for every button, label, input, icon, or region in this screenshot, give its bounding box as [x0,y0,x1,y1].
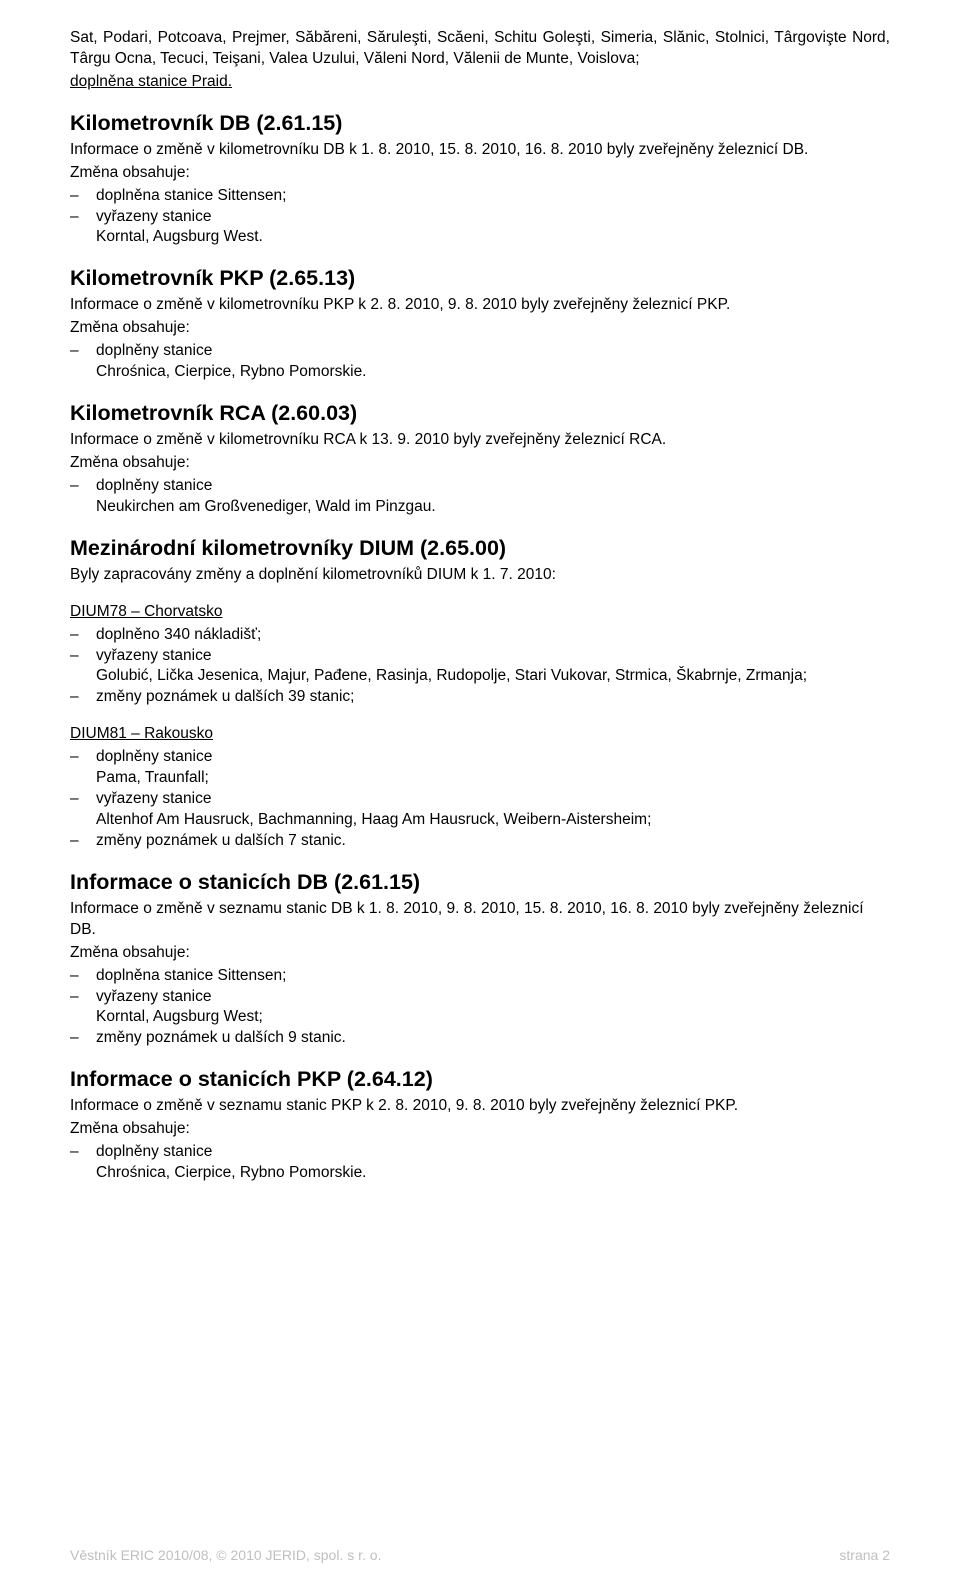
list-item: vyřazeny staniceKorntal, Augsburg West. [70,207,890,249]
item-list: doplněny staniceNeukirchen am Großvenedi… [70,476,890,518]
section-db-stanice: Informace o stanicích DB (2.61.15) Infor… [70,870,890,1049]
section-description: Informace o změně v seznamu stanic DB k … [70,899,890,941]
item-list: doplněny staniceChrośnica, Cierpice, Ryb… [70,1142,890,1184]
heading: Kilometrovník PKP (2.65.13) [70,266,890,291]
section-description: Informace o změně v seznamu stanic PKP k… [70,1096,890,1117]
heading: Kilometrovník DB (2.61.15) [70,111,890,136]
heading: Kilometrovník RCA (2.60.03) [70,401,890,426]
section-rca-kilometrovnik: Kilometrovník RCA (2.60.03) Informace o … [70,401,890,518]
list-item: doplněna stanice Sittensen; [70,966,890,987]
list-item: doplněny staniceNeukirchen am Großvenedi… [70,476,890,518]
zmena-label: Změna obsahuje: [70,453,890,474]
list-item: změny poznámek u dalších 9 stanic. [70,1028,890,1049]
item-list: doplněny staniceChrośnica, Cierpice, Ryb… [70,341,890,383]
list-item: doplněny stanicePama, Traunfall; [70,747,890,789]
item-list: doplněny stanicePama, Traunfall; vyřazen… [70,747,890,852]
list-item: doplněny staniceChrośnica, Cierpice, Ryb… [70,341,890,383]
section-description: Informace o změně v kilometrovníku PKP k… [70,295,890,316]
list-item: vyřazeny staniceGolubić, Lička Jesenica,… [70,646,890,688]
intro-paragraph-1: Sat, Podari, Potcoava, Prejmer, Săbăreni… [70,28,890,70]
intro-paragraph-2: doplněna stanice Praid. [70,72,890,93]
zmena-label: Změna obsahuje: [70,163,890,184]
section-pkp-stanice: Informace o stanicích PKP (2.64.12) Info… [70,1067,890,1184]
section-dium: Mezinárodní kilometrovníky DIUM (2.65.00… [70,536,890,852]
section-description: Byly zapracovány změny a doplnění kilome… [70,565,890,586]
list-item: doplněno 340 nákladišť; [70,625,890,646]
page-footer: Věstník ERIC 2010/08, © 2010 JERID, spol… [70,1547,890,1563]
footer-left: Věstník ERIC 2010/08, © 2010 JERID, spol… [70,1547,381,1563]
heading: Mezinárodní kilometrovníky DIUM (2.65.00… [70,536,890,561]
section-db-kilometrovnik: Kilometrovník DB (2.61.15) Informace o z… [70,111,890,249]
zmena-label: Změna obsahuje: [70,943,890,964]
section-pkp-kilometrovnik: Kilometrovník PKP (2.65.13) Informace o … [70,266,890,383]
spacer [70,710,890,724]
heading: Informace o stanicích PKP (2.64.12) [70,1067,890,1092]
list-item: změny poznámek u dalších 39 stanic; [70,687,890,708]
group-title: DIUM78 – Chorvatsko [70,602,890,623]
list-item: vyřazeny staniceKorntal, Augsburg West; [70,987,890,1029]
group-title: DIUM81 – Rakousko [70,724,890,745]
item-list: doplněna stanice Sittensen; vyřazeny sta… [70,186,890,249]
section-description: Informace o změně v kilometrovníku RCA k… [70,430,890,451]
item-list: doplněno 340 nákladišť; vyřazeny stanice… [70,625,890,709]
page: Sat, Podari, Potcoava, Prejmer, Săbăreni… [0,0,960,1589]
heading: Informace o stanicích DB (2.61.15) [70,870,890,895]
section-description: Informace o změně v kilometrovníku DB k … [70,140,890,161]
list-item: doplněny staniceChrośnica, Cierpice, Ryb… [70,1142,890,1184]
item-list: doplněna stanice Sittensen; vyřazeny sta… [70,966,890,1050]
spacer [70,588,890,602]
zmena-label: Změna obsahuje: [70,318,890,339]
footer-right: strana 2 [839,1547,890,1563]
list-item: změny poznámek u dalších 7 stanic. [70,831,890,852]
zmena-label: Změna obsahuje: [70,1119,890,1140]
list-item: vyřazeny staniceAltenhof Am Hausruck, Ba… [70,789,890,831]
list-item: doplněna stanice Sittensen; [70,186,890,207]
